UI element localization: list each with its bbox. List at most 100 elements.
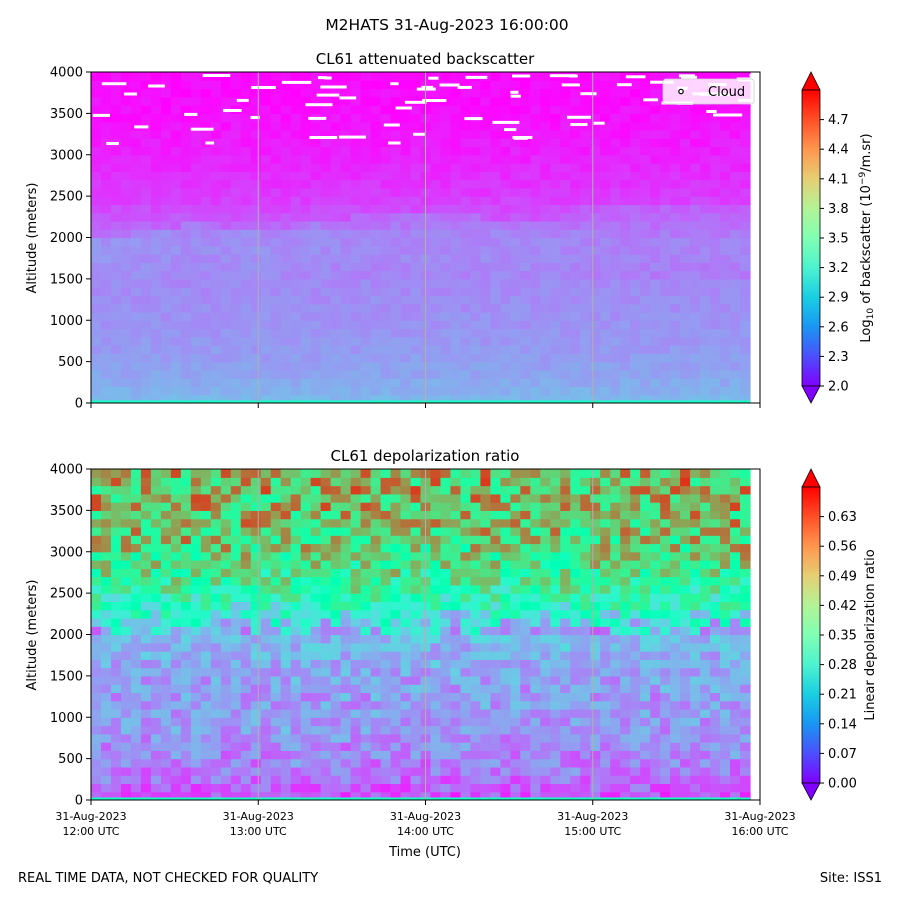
heatmap-cell [660,171,671,181]
heatmap-cell [710,353,721,363]
heatmap-cell [550,477,561,487]
heatmap-cell [140,692,152,702]
heatmap-cell [450,262,462,272]
heatmap-cell [510,502,521,511]
heatmap-cell [520,353,531,363]
heatmap-cell [400,278,412,288]
heatmap-cell [160,311,172,321]
heatmap-cell [270,584,282,594]
y-tick-label: 2000 [50,231,83,246]
heatmap-cell [490,386,501,396]
heatmap-cell [230,543,242,553]
heatmap-cell [550,750,561,760]
heatmap-cell [390,791,402,800]
heatmap-cell [240,651,252,660]
heatmap-cell [510,543,521,553]
heatmap-cell [310,617,322,627]
heatmap-cell [610,684,621,694]
heatmap-cell [480,725,491,735]
heatmap-cell [540,692,551,702]
heatmap-cell [600,154,611,164]
heatmap-cell [660,254,671,263]
heatmap-cell [520,212,531,222]
heatmap-cell [510,758,521,768]
heatmap-cell [450,361,462,371]
heatmap-cell [590,617,601,627]
heatmap-cell [230,502,242,511]
heatmap-cell [410,725,422,735]
heatmap-cell [580,278,591,288]
heatmap-cell [610,775,621,785]
heatmap-cell [480,775,491,785]
heatmap-cell [410,394,422,403]
heatmap-cell [520,675,531,685]
heatmap-cell [180,700,192,710]
heatmap-cell [330,576,342,586]
surface-layer [91,400,750,403]
heatmap-cell [700,171,711,181]
heatmap-cell [740,171,751,181]
heatmap-cell [650,146,661,156]
heatmap-cell [500,295,511,305]
heatmap-cell [670,254,681,263]
y-tick-label: 1500 [50,272,83,287]
heatmap-cell [290,229,302,239]
heatmap-cell [440,708,452,718]
heatmap-cell [500,80,511,90]
heatmap-cell [410,477,422,487]
heatmap-cell [240,766,252,776]
heatmap-cell [190,469,202,478]
heatmap-cell [220,336,232,346]
heatmap-cell [550,295,561,305]
heatmap-cell [200,609,212,619]
heatmap-cell [480,783,491,793]
heatmap-cell [500,245,511,255]
heatmap-cell [410,518,422,528]
heatmap-cell [230,212,242,222]
heatmap-cell [270,717,282,727]
heatmap-cell [200,485,212,495]
heatmap-cell [140,204,152,214]
heatmap-cell [670,303,681,313]
heatmap-cell [91,278,102,288]
heatmap-cell [400,303,412,313]
heatmap-cell [600,187,611,197]
heatmap-cell [100,105,112,114]
heatmap-cell [480,245,491,255]
heatmap-cell [500,320,511,330]
heatmap-cell [100,311,112,321]
heatmap-cell [510,576,521,586]
heatmap-cell [350,551,362,561]
heatmap-cell [270,287,282,297]
heatmap-cell [690,154,701,164]
heatmap-cell [320,278,332,288]
heatmap-cell [320,254,332,263]
heatmap-cell [650,105,661,114]
heatmap-cell [480,129,491,139]
cloud-legend[interactable]: Cloud [662,78,755,105]
heatmap-cell [350,485,362,495]
heatmap-cell [550,609,561,619]
heatmap-cell [410,311,422,321]
heatmap-cell [710,287,721,297]
heatmap-cell [690,336,701,346]
cloud-mark [281,80,312,84]
heatmap-cell [370,204,382,214]
heatmap-cell [390,254,402,263]
heatmap-cell [370,651,382,660]
heatmap-cell [600,626,611,636]
heatmap-cell [180,146,192,156]
heatmap-cell [550,154,561,164]
heatmap-cell [330,518,342,528]
heatmap-cell [100,303,112,313]
heatmap-cell [740,262,751,272]
heatmap-cell [140,791,152,800]
heatmap-cell [91,287,102,297]
heatmap-cell [250,626,262,636]
heatmap-cell [560,196,571,206]
heatmap-cell [270,80,282,90]
heatmap-cell [240,791,252,800]
heatmap-cell [220,196,232,206]
heatmap-cell [490,601,501,611]
heatmap-cell [460,171,472,181]
